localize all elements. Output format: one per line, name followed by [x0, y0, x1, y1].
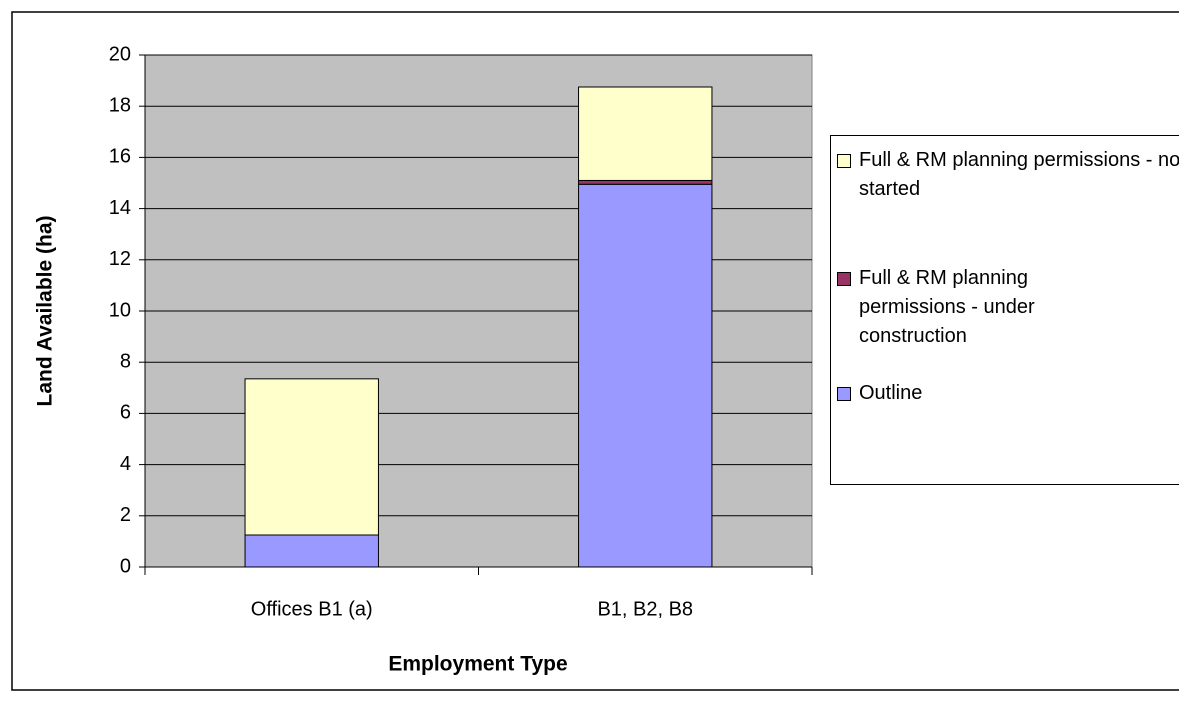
legend: Full & RM planning permissions - not sta…	[830, 135, 1179, 485]
legend-label: Full & RM planning permissions - under c…	[859, 267, 1035, 347]
legend-item: Full & RM planning permissions - under c…	[837, 264, 1179, 351]
legend-label: Full & RM planning permissions - not sta…	[859, 149, 1179, 200]
y-tick-label: 12	[109, 248, 131, 270]
y-tick-label: 2	[120, 504, 131, 526]
y-tick-label: 14	[109, 197, 131, 219]
legend-swatch	[837, 154, 851, 168]
y-tick-label: 20	[109, 43, 131, 65]
bar-segment	[578, 183, 713, 568]
y-tick-label: 18	[109, 94, 131, 116]
y-tick-label: 4	[120, 453, 131, 475]
y-axis-title: Land Available (ha)	[34, 216, 57, 407]
legend-swatch	[837, 387, 851, 401]
legend-item: Full & RM planning permissions - not sta…	[837, 146, 1179, 204]
x-axis-title: Employment Type	[388, 653, 567, 676]
legend-item: Outline	[837, 379, 1179, 408]
y-tick-label: 6	[120, 402, 131, 424]
x-tick-label: Offices B1 (a)	[251, 598, 373, 620]
y-tick-label: 8	[120, 350, 131, 372]
bar-segment	[244, 534, 379, 568]
bar-segment	[578, 86, 713, 181]
legend-swatch	[837, 272, 851, 286]
y-tick-label: 0	[120, 555, 131, 577]
x-tick-label: B1, B2, B8	[597, 598, 693, 620]
bar-segment	[244, 378, 379, 536]
bar-segment	[578, 179, 713, 185]
legend-label: Outline	[859, 382, 923, 404]
y-tick-label: 16	[109, 146, 131, 168]
y-tick-label: 10	[109, 299, 131, 321]
